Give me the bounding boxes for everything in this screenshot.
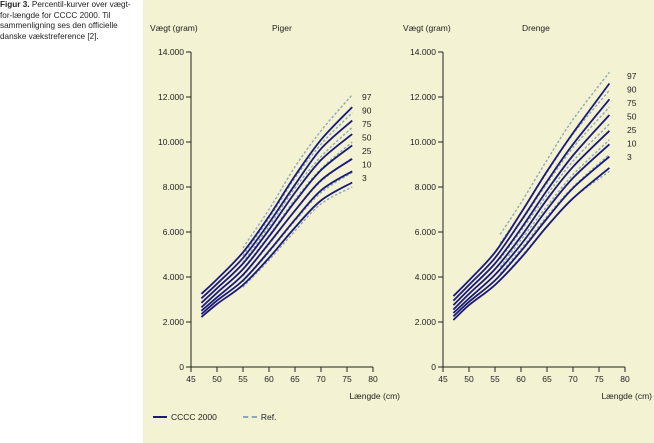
legend: CCCC 2000 Ref.	[153, 412, 276, 422]
drenge-percentile-label: 75	[627, 98, 637, 108]
piger-cccc-line-25	[200, 158, 353, 312]
drenge-ref-line-25	[499, 139, 610, 268]
drenge-x-tick-label: 60	[516, 374, 526, 384]
drenge-x-tick-label: 55	[490, 374, 500, 384]
legend-swatch-cccc	[153, 416, 167, 418]
drenge-y-tick-label: 6.000	[415, 227, 437, 237]
drenge-x-tick-label: 45	[438, 374, 448, 384]
drenge-x-axis-label: Længde (cm)	[601, 391, 652, 401]
piger-x-tick-label: 65	[290, 374, 300, 384]
figure-label: Figur 3.	[0, 0, 30, 9]
piger-cccc-line-10	[200, 170, 353, 315]
drenge-ref-line-97	[499, 71, 610, 235]
piger-ref-line-75	[242, 126, 353, 263]
drenge-x-tick-label: 80	[620, 374, 630, 384]
drenge-x-tick-label: 65	[542, 374, 552, 384]
drenge-percentile-label: 25	[627, 125, 637, 135]
drenge-chart-title: Drenge	[522, 23, 550, 33]
drenge-cccc-line-75	[452, 114, 611, 306]
drenge-ref-line-50	[499, 123, 610, 260]
piger-ref-line-97	[242, 94, 353, 249]
piger-cccc-line-97	[200, 106, 353, 295]
drenge-y-tick-label: 10.000	[410, 137, 436, 147]
piger-cccc-line-50	[200, 144, 353, 309]
piger-x-tick-label: 80	[368, 374, 378, 384]
piger-y-tick-label: 4.000	[163, 272, 185, 282]
drenge-y-axis-label: Vægt (gram)	[403, 23, 451, 33]
legend-label-cccc: CCCC 2000	[171, 412, 217, 422]
drenge-x-tick-label: 75	[594, 374, 604, 384]
drenge-y-tick-label: 14.000	[410, 47, 436, 57]
piger-cccc-line-3	[200, 181, 353, 318]
piger-percentile-label: 90	[362, 106, 372, 116]
drenge-percentile-label: 97	[627, 71, 637, 81]
drenge-percentile-label: 10	[627, 139, 637, 149]
legend-swatch-ref	[242, 416, 257, 418]
piger-y-tick-label: 2.000	[163, 317, 185, 327]
drenge-y-tick-label: 12.000	[410, 92, 436, 102]
drenge-x-tick-label: 70	[568, 374, 578, 384]
drenge-cccc-line-25	[452, 143, 611, 314]
piger-cccc-line-90	[200, 119, 353, 300]
drenge-y-tick-label: 8.000	[415, 182, 437, 192]
legend-label-ref: Ref.	[260, 412, 277, 422]
drenge-cccc-line-90	[452, 98, 611, 302]
piger-x-tick-label: 70	[316, 374, 326, 384]
drenge-cccc-line-3	[452, 167, 610, 321]
chart-background-panel	[143, 0, 654, 443]
drenge-y-tick-label: 2.000	[415, 317, 437, 327]
piger-x-tick-label: 50	[212, 374, 222, 384]
piger-percentile-label: 10	[362, 160, 372, 170]
piger-x-axis-label: Længde (cm)	[349, 391, 400, 401]
drenge-x-tick-label: 50	[464, 374, 474, 384]
piger-y-tick-label: 0	[179, 362, 184, 372]
drenge-percentile-label: 50	[627, 112, 637, 122]
piger-percentile-label: 25	[362, 146, 372, 156]
piger-chart-title: Piger	[272, 23, 292, 33]
drenge-percentile-label: 90	[627, 85, 637, 95]
piger-ref-line-3	[242, 186, 353, 288]
piger-x-tick-label: 60	[264, 374, 274, 384]
piger-cccc-line-75	[200, 133, 353, 304]
piger-y-tick-label: 8.000	[163, 182, 185, 192]
drenge-cccc-line-50	[452, 130, 611, 311]
piger-y-tick-label: 10.000	[158, 137, 184, 147]
piger-x-tick-label: 45	[186, 374, 196, 384]
piger-x-tick-label: 75	[342, 374, 352, 384]
piger-y-tick-label: 6.000	[163, 227, 185, 237]
piger-percentile-label: 75	[362, 119, 372, 129]
piger-percentile-label: 97	[362, 92, 372, 102]
drenge-y-tick-label: 0	[431, 362, 436, 372]
drenge-cccc-line-10	[452, 155, 610, 318]
piger-percentile-label: 3	[362, 173, 367, 183]
figure-caption: Figur 3. Percentil-kurver over vægt-for-…	[0, 0, 138, 42]
drenge-percentile-label: 3	[627, 152, 632, 162]
piger-y-tick-label: 12.000	[158, 92, 184, 102]
piger-percentile-label: 50	[362, 133, 372, 143]
drenge-ref-line-10	[499, 153, 610, 275]
piger-ref-line-90	[242, 112, 353, 256]
piger-y-axis-label: Vægt (gram)	[150, 23, 198, 33]
drenge-y-tick-label: 4.000	[415, 272, 437, 282]
piger-y-tick-label: 14.000	[158, 47, 184, 57]
drenge-cccc-line-97	[452, 82, 611, 297]
piger-x-tick-label: 55	[238, 374, 248, 384]
figure-caption-text: Percentil-kurver over vægt-for-længde fo…	[0, 0, 131, 41]
